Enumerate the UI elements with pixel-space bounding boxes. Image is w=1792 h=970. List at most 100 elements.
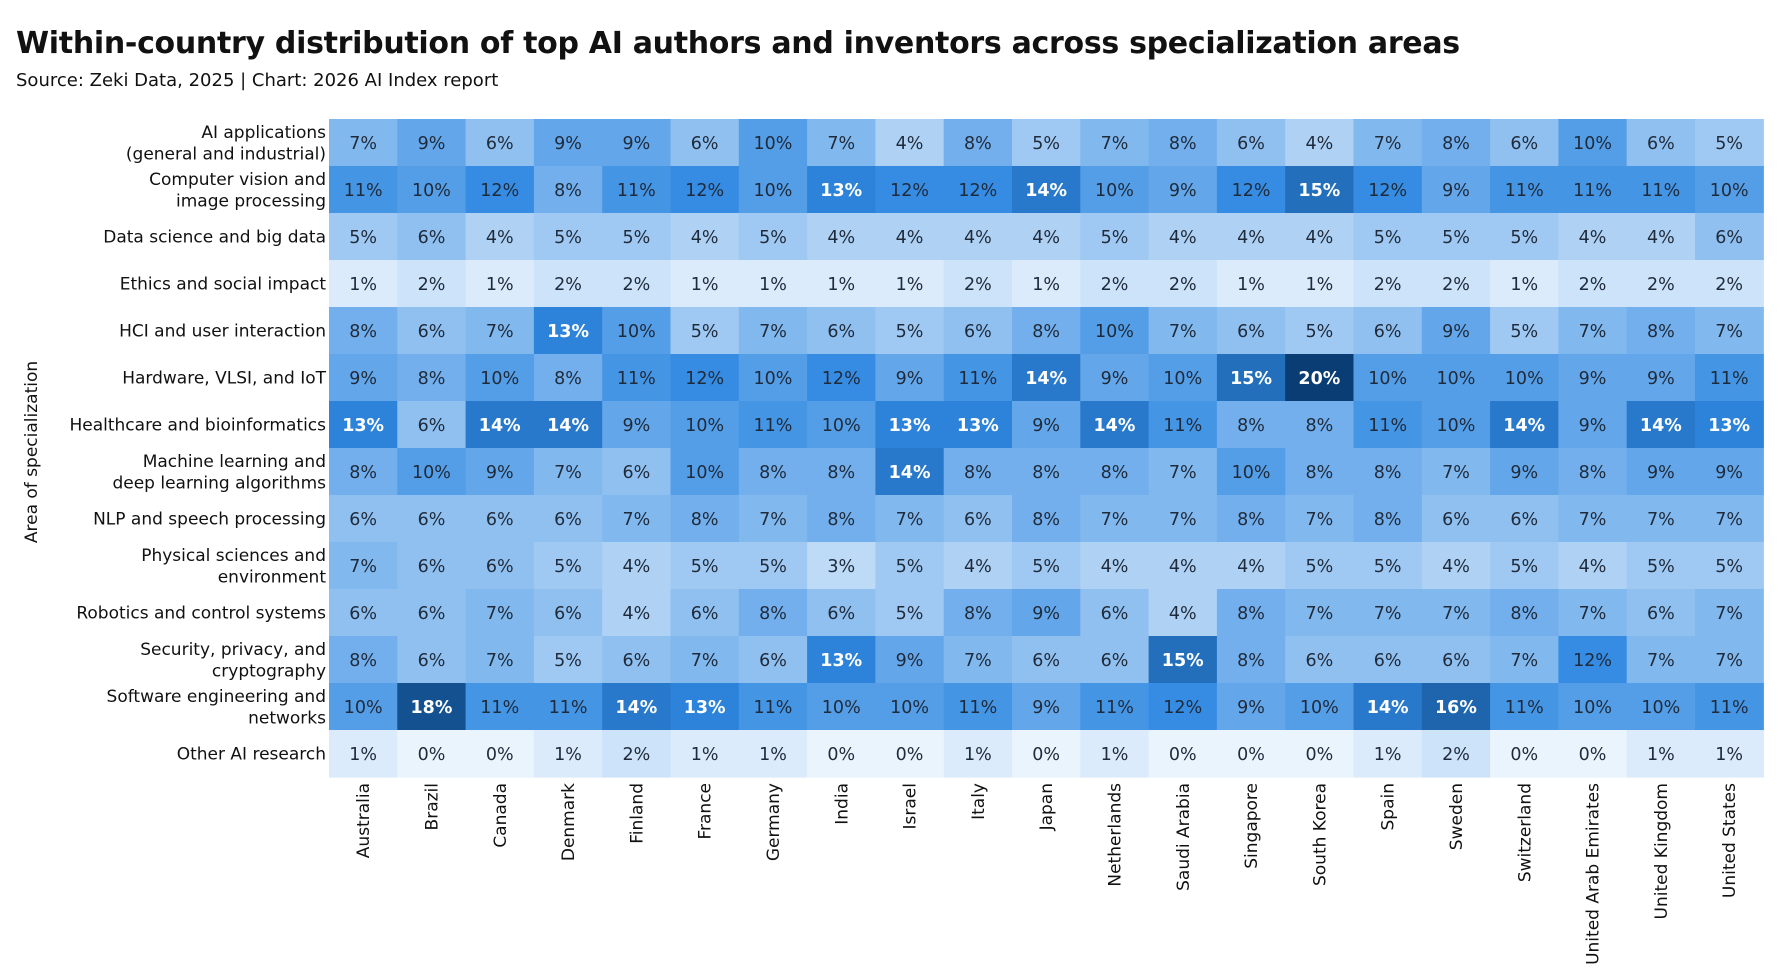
cell-value-label: 6% bbox=[349, 604, 377, 624]
cell-value-label: 7% bbox=[759, 510, 787, 530]
heatmap-cell bbox=[397, 636, 467, 684]
heatmap-cell bbox=[1558, 354, 1628, 402]
heatmap-cell bbox=[1148, 307, 1218, 355]
heatmap-cell bbox=[1558, 542, 1628, 590]
heatmap-cell bbox=[875, 119, 945, 167]
heatmap-cell bbox=[1695, 730, 1764, 778]
cell-value-label: 6% bbox=[1237, 322, 1265, 342]
heatmap-cell bbox=[397, 589, 467, 637]
heatmap-cell bbox=[329, 213, 398, 261]
cell-value-label: 6% bbox=[827, 604, 855, 624]
heatmap-cell bbox=[1695, 589, 1764, 637]
cell-value-label: 4% bbox=[1305, 228, 1333, 248]
heatmap-cell bbox=[1285, 683, 1355, 731]
cell-value-label: 12% bbox=[890, 181, 929, 201]
heatmap-cell bbox=[670, 119, 740, 167]
heatmap-cell bbox=[1285, 542, 1355, 590]
heatmap-cell bbox=[807, 260, 876, 308]
heatmap-cell bbox=[1490, 589, 1559, 637]
cell-value-label: 11% bbox=[1095, 698, 1134, 718]
cell-value-label: 12% bbox=[685, 181, 724, 201]
cell-value-label: 4% bbox=[622, 604, 650, 624]
heatmap-cell bbox=[1080, 542, 1150, 590]
cell-value-label: 6% bbox=[418, 416, 446, 436]
heatmap-cell bbox=[1285, 307, 1355, 355]
cell-value-label: 4% bbox=[827, 228, 855, 248]
heatmap-cell bbox=[1626, 260, 1696, 308]
heatmap-cell bbox=[1558, 589, 1628, 637]
heatmap-cell bbox=[1626, 213, 1696, 261]
cell-value-label: 11% bbox=[480, 698, 519, 718]
heatmap-cell bbox=[1148, 213, 1218, 261]
cell-value-label: 6% bbox=[1442, 510, 1470, 530]
heatmap-cell bbox=[602, 354, 672, 402]
heatmap-cell bbox=[465, 448, 535, 496]
cell-value-label: 10% bbox=[1095, 322, 1134, 342]
cell-value-label: 9% bbox=[896, 651, 924, 671]
column-label: Canada bbox=[491, 783, 511, 848]
heatmap-cell bbox=[807, 589, 876, 637]
heatmap-cell bbox=[1080, 307, 1150, 355]
heatmap-cell bbox=[1148, 119, 1218, 167]
cell-value-label: 8% bbox=[1442, 134, 1470, 154]
heatmap-cell bbox=[807, 730, 876, 778]
heatmap-cell bbox=[1080, 589, 1150, 637]
heatmap-cell bbox=[602, 542, 672, 590]
column-label: Australia bbox=[354, 783, 374, 858]
cell-value-label: 6% bbox=[964, 510, 992, 530]
column-labels: Australia Brazil Canada Denmark Finland Franc… bbox=[354, 783, 1740, 965]
cell-value-label: 7% bbox=[827, 134, 855, 154]
cell-value-label: 5% bbox=[349, 228, 377, 248]
cell-value-label: 5% bbox=[759, 557, 787, 577]
cell-value-label: 10% bbox=[1300, 698, 1339, 718]
cell-value-label: 9% bbox=[622, 416, 650, 436]
heatmap-cell bbox=[1148, 730, 1218, 778]
heatmap-cell bbox=[1012, 589, 1081, 637]
cell-value-label: 5% bbox=[1510, 322, 1538, 342]
column-label: South Korea bbox=[1310, 783, 1330, 886]
cell-value-label: 5% bbox=[1101, 228, 1129, 248]
column-label: Italy bbox=[969, 783, 989, 820]
cell-value-label: 5% bbox=[1374, 557, 1402, 577]
cell-value-label: 6% bbox=[622, 463, 650, 483]
cell-value-label: 2% bbox=[1101, 275, 1129, 295]
heatmap-cell bbox=[397, 119, 467, 167]
cell-value-label: 7% bbox=[759, 322, 787, 342]
heatmap-cell bbox=[329, 354, 398, 402]
cell-value-label: 12% bbox=[958, 181, 997, 201]
cell-value-label: 8% bbox=[1237, 510, 1265, 530]
column-label: United States bbox=[1720, 783, 1740, 898]
heatmap-cell bbox=[1353, 542, 1423, 590]
cell-value-label: 8% bbox=[1305, 416, 1333, 436]
column-label: Switzerland bbox=[1515, 783, 1535, 882]
cell-value-label: 5% bbox=[691, 322, 719, 342]
heatmap-cell bbox=[738, 448, 808, 496]
cell-value-label: 0% bbox=[418, 745, 446, 765]
cell-value-label: 7% bbox=[1305, 510, 1333, 530]
heatmap-cell bbox=[1558, 448, 1628, 496]
heatmap-cell bbox=[533, 260, 603, 308]
heatmap-cell bbox=[1216, 730, 1286, 778]
column-label: Brazil bbox=[422, 783, 442, 830]
heatmap-cell bbox=[465, 354, 535, 402]
cell-value-label: 8% bbox=[964, 604, 992, 624]
heatmap-cell bbox=[1216, 401, 1286, 449]
cell-value-label: 6% bbox=[418, 228, 446, 248]
cell-value-label: 1% bbox=[827, 275, 855, 295]
cell-value-label: 1% bbox=[349, 745, 377, 765]
heatmap-cell bbox=[1695, 119, 1764, 167]
cell-value-label: 10% bbox=[617, 322, 656, 342]
heatmap-cell bbox=[465, 307, 535, 355]
cell-value-label: 6% bbox=[622, 651, 650, 671]
cell-value-label: 8% bbox=[1510, 604, 1538, 624]
heatmap-cell bbox=[1490, 166, 1559, 214]
cell-value-label: 7% bbox=[896, 510, 924, 530]
heatmap-cell bbox=[1421, 495, 1491, 543]
column-label: Netherlands bbox=[1105, 783, 1125, 887]
cell-value-label: 13% bbox=[820, 181, 862, 201]
cell-value-label: 5% bbox=[554, 557, 582, 577]
heatmap-cell bbox=[1490, 542, 1559, 590]
heatmap-cell bbox=[1558, 683, 1628, 731]
heatmap-cell bbox=[1080, 683, 1150, 731]
heatmap-cell bbox=[1490, 636, 1559, 684]
